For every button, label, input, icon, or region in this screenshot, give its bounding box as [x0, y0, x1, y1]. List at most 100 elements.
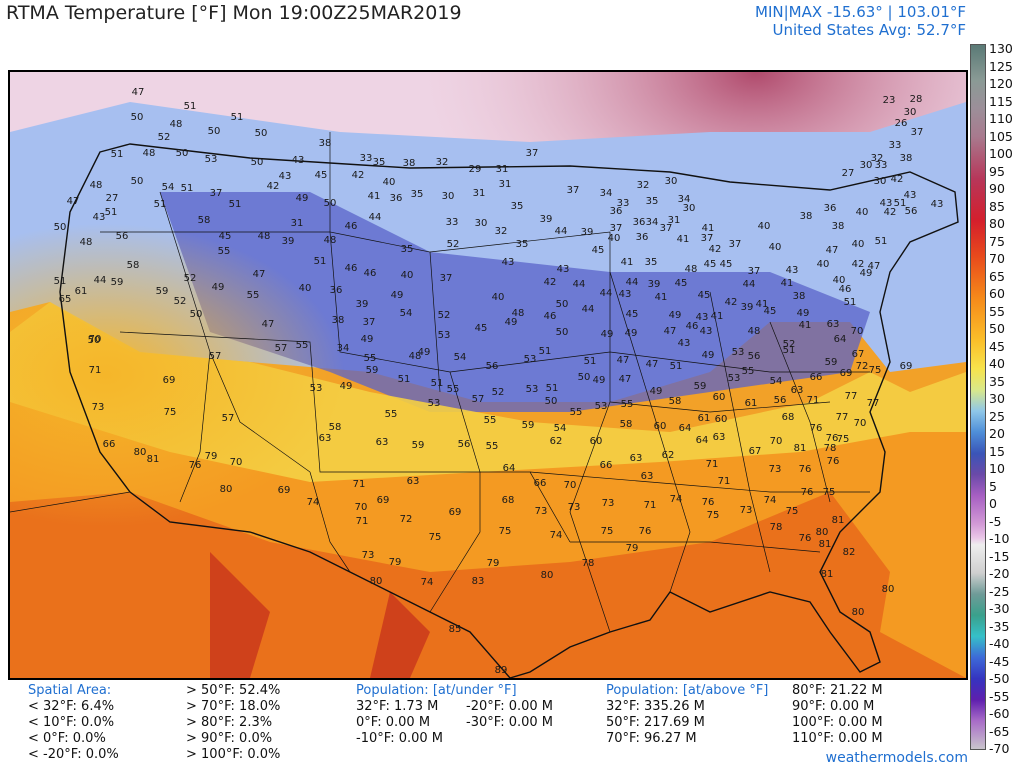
temperature-label: 70	[564, 480, 577, 491]
temperature-label: 42	[352, 170, 365, 181]
temperature-label: 76	[810, 423, 823, 434]
temperature-label: 35	[516, 239, 529, 250]
temperature-label: 49	[625, 328, 638, 339]
temperature-map[interactable]: 47 51 50 48 52 50 50 51 38 51 48 50 53 50 43 33 38 32 29 31…	[8, 70, 968, 680]
temperature-label: 56	[774, 395, 787, 406]
temperature-label: 63	[407, 476, 420, 487]
temperature-label: 40	[383, 177, 396, 188]
color-scale-tick: 40	[989, 356, 1005, 371]
temperature-label: 48	[143, 148, 156, 159]
map-title: RTMA Temperature [°F] Mon 19:00Z25MAR201…	[6, 2, 462, 24]
color-scale-tick: 125	[989, 58, 1013, 74]
temperature-label: 52	[184, 273, 197, 284]
west-coast-warm	[10, 72, 966, 678]
population-above-col2: 80°F: 21.22 M 90°F: 0.00 M 100°F: 0.00 M…	[792, 683, 883, 747]
us-outline	[59, 143, 959, 678]
temperature-label: 59	[156, 286, 169, 297]
temperature-label: 55	[296, 340, 309, 351]
temperature-label: 43	[93, 212, 106, 223]
temperature-label: 37	[701, 233, 714, 244]
pop-above-90: 90°F: 0.00 M	[792, 699, 875, 714]
watermark-link[interactable]: weathermodels.com	[825, 750, 968, 766]
temperature-label: 45	[475, 323, 488, 334]
temperature-label: 52	[158, 132, 171, 143]
temperature-label: 48	[685, 264, 698, 275]
spatial-area-block: Spatial Area: < 32°F: 6.4% < 10°F: 0.0% …	[28, 683, 119, 763]
temperature-label: 47	[617, 355, 630, 366]
temperature-label: 73	[602, 498, 615, 509]
pop-under-neg10: -10°F: 0.00 M	[356, 731, 444, 746]
temperature-label: 27	[842, 168, 855, 179]
temperature-label: 43	[557, 264, 570, 275]
temperature-label: 58	[620, 419, 633, 430]
temperature-label: 50	[131, 112, 144, 123]
temperature-label: 43	[786, 265, 799, 276]
temperature-label: 37	[610, 223, 623, 234]
temperature-label: 52	[492, 387, 505, 398]
temperature-label: 44	[94, 275, 107, 286]
temperature-label: 39	[648, 279, 661, 290]
population-above-block: Population: [at/above °F] 32°F: 335.26 M…	[606, 683, 768, 747]
temperature-label: 47	[868, 261, 881, 272]
temperature-label: 61	[75, 286, 88, 297]
temperature-label: 47	[132, 87, 145, 98]
temperature-label: 43	[696, 312, 709, 323]
temperature-label: 36	[610, 206, 623, 217]
temperature-label: 83	[472, 576, 485, 587]
color-scale-tick: -15	[989, 548, 1010, 564]
temperature-label: 77	[867, 398, 880, 409]
temperature-label: 38	[332, 315, 345, 326]
temperature-label: 51	[431, 378, 444, 389]
temperature-label: 71	[644, 500, 657, 511]
temperature-label: 78	[582, 558, 595, 569]
temperature-label: 31	[473, 188, 486, 199]
temperature-label: 79	[487, 558, 500, 569]
temperature-label: 63	[827, 319, 840, 330]
us-average-readout: United States Avg: 52.7°F	[772, 21, 966, 39]
temperature-label: 47	[664, 326, 677, 337]
temperature-label: 48	[258, 231, 271, 242]
temperature-label: 41	[756, 299, 769, 310]
temperature-label: 52	[438, 310, 451, 321]
temperature-label: 80	[852, 607, 865, 618]
temperature-label: 64	[834, 334, 847, 345]
population-under-title: Population: [at/under °F]	[356, 683, 517, 698]
temperature-label: 50	[556, 327, 569, 338]
temperature-label: 81	[821, 569, 834, 580]
color-scale-tick: 100	[989, 146, 1013, 161]
temperature-label: 42	[544, 277, 557, 288]
color-scale-tick: -5	[989, 513, 1002, 529]
temperature-label: 55	[742, 366, 755, 377]
temperature-label: 35	[401, 244, 414, 255]
temperature-label: 47	[262, 319, 275, 330]
temperature-label: 66	[103, 439, 116, 450]
color-scale-tick: 95	[989, 163, 1005, 179]
temperature-label: 39	[540, 214, 553, 225]
temperature-label: 43	[904, 190, 917, 201]
temperature-label: 49	[860, 268, 873, 279]
temperature-label: 58	[198, 215, 211, 226]
temperature-label: 66	[810, 372, 823, 383]
temperature-label: 40	[769, 242, 782, 253]
temperature-label: 39	[741, 302, 754, 313]
color-scale-tick: -65	[989, 723, 1010, 739]
temperature-label: 43	[678, 338, 691, 349]
pop-above-80: 80°F: 21.22 M	[792, 683, 883, 698]
temperature-label: 36	[330, 285, 343, 296]
spatial-lt0: < 0°F: 0.0%	[28, 731, 106, 746]
color-scale-tick: -60	[989, 706, 1010, 721]
temperature-label: 75	[601, 526, 614, 537]
temperature-label: 52	[783, 339, 796, 350]
temperature-label: 31	[291, 218, 304, 229]
temperature-label: 43	[880, 198, 893, 209]
temperature-label: 75	[869, 365, 882, 376]
color-scale-tick: 80	[989, 216, 1005, 231]
temperature-label: 59	[366, 365, 379, 376]
temperature-label: 56	[116, 231, 129, 242]
temperature-label: 59	[694, 381, 707, 392]
temperature-label: 42	[709, 244, 722, 255]
temperature-label: 80	[220, 484, 233, 495]
temperature-label: 55	[570, 407, 583, 418]
temperature-label: 40	[833, 275, 846, 286]
temperature-label: 69	[840, 368, 853, 379]
